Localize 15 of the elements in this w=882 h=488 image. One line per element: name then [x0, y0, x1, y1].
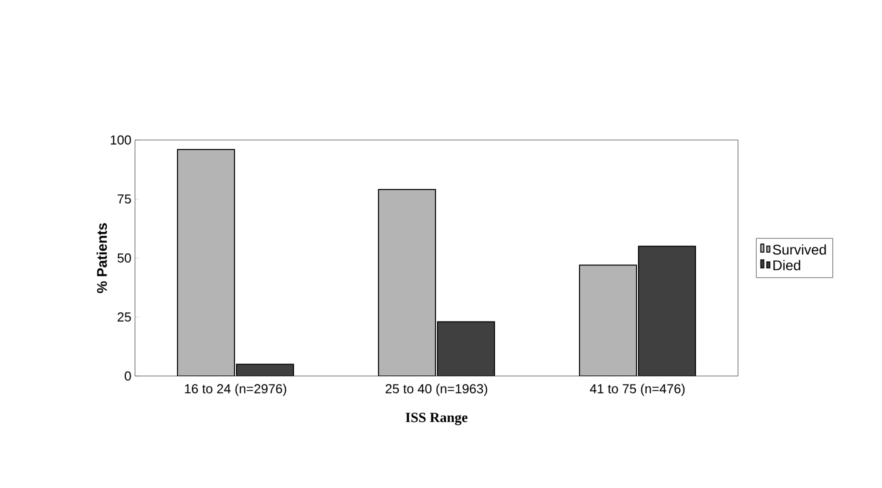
y-tick-label: 75	[118, 194, 131, 204]
x-tick-label: 41 to 75 (n=476)	[590, 384, 685, 396]
y-tick-label: 0	[124, 371, 131, 381]
y-axis-title: % Patients	[96, 223, 107, 294]
y-tick-label: 100	[110, 135, 131, 145]
legend-label: Died	[773, 260, 800, 270]
y-tick-label: 50	[118, 253, 131, 263]
legend-label: Survived	[772, 244, 826, 255]
bar	[236, 364, 294, 376]
x-axis-title: ISS Range	[406, 412, 468, 426]
bar	[437, 321, 496, 376]
bar	[638, 246, 696, 376]
y-tick-label: 25	[118, 312, 131, 322]
x-tick-label: 16 to 24 (n=2976)	[184, 384, 286, 396]
x-tick-label: 25 to 40 (n=1963)	[386, 384, 488, 396]
